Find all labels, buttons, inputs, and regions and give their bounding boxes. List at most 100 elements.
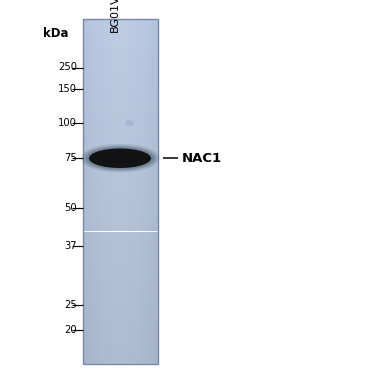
Bar [82,322,158,324]
Bar [82,189,158,190]
Bar [124,19,126,364]
Bar [82,144,158,145]
Bar [88,19,89,364]
Bar [82,146,158,147]
Bar [82,324,158,325]
Bar [82,315,158,316]
Bar [82,180,158,181]
Bar [128,19,129,364]
Bar [82,251,158,252]
Bar [82,296,158,297]
Bar [82,272,158,273]
Bar [82,152,158,153]
Bar [82,97,158,98]
Bar [82,201,158,202]
Bar [82,102,158,103]
Bar [100,19,101,364]
Bar [82,357,158,358]
Bar [82,29,158,30]
Bar [82,117,158,118]
Bar [82,123,158,124]
Bar [82,128,158,129]
Bar [82,285,158,287]
Bar [82,243,158,244]
Bar [82,106,158,107]
Bar [82,145,158,146]
Bar [82,218,158,219]
Bar [82,292,158,294]
Bar [94,19,96,364]
Bar [82,192,158,194]
Bar [82,81,158,82]
Bar [82,330,158,332]
Bar [82,287,158,288]
Bar [118,19,119,364]
Bar [82,281,158,282]
Bar [82,262,158,264]
Bar [82,112,158,113]
Bar [82,19,158,20]
Bar [82,122,158,123]
Bar [82,299,158,300]
Ellipse shape [125,120,134,126]
Bar [82,273,158,274]
Bar [82,257,158,258]
Bar [82,174,158,175]
Bar [149,19,150,364]
Bar [82,191,158,192]
Bar [82,353,158,354]
Bar [82,336,158,337]
Bar [148,19,149,364]
Bar [82,143,158,144]
Bar [82,215,158,216]
Bar [111,19,112,364]
Bar [82,132,158,133]
Bar [82,197,158,198]
Bar [82,89,158,90]
Bar [103,19,104,364]
Bar [82,149,158,150]
Bar [143,19,144,364]
Bar [82,43,158,44]
Bar [82,153,158,154]
Bar [82,126,158,127]
Bar [82,84,158,86]
Bar [82,88,158,89]
Bar [82,350,158,351]
Bar [127,19,128,364]
Bar [82,308,158,309]
Bar [90,19,91,364]
Bar [82,74,158,75]
Bar [82,234,158,235]
Bar [82,256,158,257]
Bar [82,261,158,262]
Bar [83,19,84,364]
Bar [82,266,158,267]
Bar [85,19,86,364]
Bar [82,302,158,303]
Bar [82,61,158,63]
Bar [82,19,158,364]
Bar [82,86,158,87]
Bar [82,21,158,22]
Bar [82,167,158,168]
Bar [136,19,137,364]
Text: 75: 75 [64,153,77,163]
Bar [140,19,141,364]
Bar [96,19,97,364]
Bar [82,216,158,218]
Bar [82,28,158,29]
Bar [117,19,118,364]
Text: kDa: kDa [43,27,69,40]
Bar [82,75,158,76]
Bar [82,329,158,330]
Bar [82,51,158,52]
Bar [82,159,158,160]
Bar [82,121,158,122]
Bar [82,250,158,251]
Bar [82,363,158,364]
Bar [92,19,93,364]
Bar [82,320,158,321]
Bar [84,19,85,364]
Bar [82,332,158,333]
